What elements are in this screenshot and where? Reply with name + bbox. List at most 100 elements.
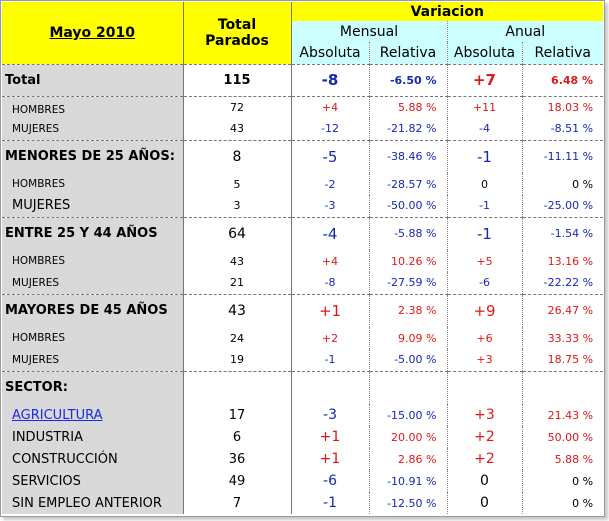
mensual-abs-cell: -8 — [290, 272, 369, 294]
table-row: AGRICULTURA 17 -3 -15.00 % +3 21.43 % — [2, 404, 604, 426]
mensual-rel-cell: -27.59 % — [368, 272, 447, 294]
total-cell: 43 — [182, 118, 291, 140]
row-label: HOMBRES — [2, 95, 183, 118]
anual-abs-cell: +3 — [446, 404, 522, 426]
anual-rel-cell: 0 % — [521, 173, 604, 195]
anual-rel-cell: 26.47 % — [521, 293, 604, 327]
mensual-rel-cell: -50.00 % — [368, 195, 447, 217]
total-cell: 115 — [182, 63, 291, 96]
total-cell: 3 — [182, 195, 291, 217]
anual-rel-cell: 18.75 % — [521, 349, 604, 371]
anual-abs-cell: 0 — [446, 173, 522, 195]
mensual-rel-cell: 2.38 % — [368, 293, 447, 327]
total-cell: 24 — [182, 327, 291, 349]
mensual-rel-cell: 9.09 % — [368, 327, 447, 349]
anual-abs-cell: +2 — [446, 448, 522, 470]
anual-rel-cell: 18.03 % — [521, 95, 604, 118]
table-row: CONSTRUCCIÓN 36 +1 2.86 % +2 5.88 % — [2, 448, 604, 470]
anual-rel-cell: 6.48 % — [521, 63, 604, 96]
anual-abs-cell: -4 — [446, 118, 522, 140]
table-row: SERVICIOS 49 -6 -10.91 % 0 0 % — [2, 470, 604, 492]
unemployment-table: Mayo 2010 Total Parados Variacion Mensua… — [2, 2, 604, 514]
total-header-line1: Total — [217, 16, 257, 33]
agricultura-link[interactable]: AGRICULTURA — [12, 407, 103, 423]
mensual-abs-cell: +1 — [290, 448, 369, 470]
anual-abs-cell: -1 — [446, 216, 522, 250]
mensual-rel-cell: 10.26 % — [368, 250, 447, 272]
mensual-rel-cell: -15.00 % — [368, 404, 447, 426]
anual-abs-cell: -1 — [446, 139, 522, 173]
mensual-rel-cell: -28.57 % — [368, 173, 447, 195]
mensual-rel-cell: -6.50 % — [368, 63, 447, 96]
mensual-header: Mensual — [290, 21, 447, 42]
anual-rel-cell: -25.00 % — [521, 195, 604, 217]
mensual-abs-cell — [290, 370, 369, 404]
anual-abs-cell: +9 — [446, 293, 522, 327]
anual-rel-cell: 21.43 % — [521, 404, 604, 426]
table-row: MAYORES DE 45 AÑOS 43 +1 2.38 % +9 26.47… — [2, 293, 604, 327]
anual-rel-cell: -11.11 % — [521, 139, 604, 173]
mensual-rel-cell: 2.86 % — [368, 448, 447, 470]
anual-abs-cell: -1 — [446, 195, 522, 217]
row-label: MUJERES — [2, 272, 183, 294]
table-row: SECTOR: — [2, 370, 604, 404]
row-label: MENORES DE 25 AÑOS: — [2, 139, 183, 173]
mensual-abs-cell: -4 — [290, 216, 369, 250]
total-cell: 7 — [182, 492, 291, 514]
total-cell: 5 — [182, 173, 291, 195]
mensual-rel-cell: -38.46 % — [368, 139, 447, 173]
mensual-rel-cell: 5.88 % — [368, 95, 447, 118]
mensual-abs-cell: -1 — [290, 349, 369, 371]
anual-rel-cell: 0 % — [521, 470, 604, 492]
table-row: MUJERES 43 -12 -21.82 % -4 -8.51 % — [2, 118, 604, 140]
anual-relativa-header: Relativa — [521, 42, 604, 64]
anual-rel-cell: 50.00 % — [521, 426, 604, 448]
anual-abs-cell: +2 — [446, 426, 522, 448]
anual-rel-cell: 0 % — [521, 492, 604, 514]
total-parados-header: Total Parados — [182, 2, 291, 64]
anual-rel-cell: -22.22 % — [521, 272, 604, 294]
mensual-rel-cell: -21.82 % — [368, 118, 447, 140]
mensual-abs-cell: -12 — [290, 118, 369, 140]
total-cell: 6 — [182, 426, 291, 448]
total-header-line2: Parados — [205, 32, 269, 49]
total-cell: 43 — [182, 293, 291, 327]
anual-rel-cell — [521, 370, 604, 404]
total-cell: 17 — [182, 404, 291, 426]
mensual-rel-cell: -5.88 % — [368, 216, 447, 250]
anual-header: Anual — [446, 21, 604, 42]
total-cell: 19 — [182, 349, 291, 371]
mensual-abs-cell: +4 — [290, 95, 369, 118]
row-label: MUJERES — [2, 118, 183, 140]
table-row: MUJERES 19 -1 -5.00 % +3 18.75 % — [2, 349, 604, 371]
anual-abs-cell: 0 — [446, 492, 522, 514]
row-label: MUJERES — [2, 195, 183, 217]
anual-abs-cell: -6 — [446, 272, 522, 294]
table-row: INDUSTRIA 6 +1 20.00 % +2 50.00 % — [2, 426, 604, 448]
anual-rel-cell: 13.16 % — [521, 250, 604, 272]
table-row: HOMBRES 43 +4 10.26 % +5 13.16 % — [2, 250, 604, 272]
row-label: MAYORES DE 45 AÑOS — [2, 293, 183, 327]
table-row: HOMBRES 72 +4 5.88 % +11 18.03 % — [2, 95, 604, 118]
mensual-abs-cell: -6 — [290, 470, 369, 492]
total-cell: 64 — [182, 216, 291, 250]
row-label: INDUSTRIA — [2, 426, 183, 448]
table-row: HOMBRES 24 +2 9.09 % +6 33.33 % — [2, 327, 604, 349]
total-cell: 72 — [182, 95, 291, 118]
row-label: HOMBRES — [2, 327, 183, 349]
total-cell: 8 — [182, 139, 291, 173]
anual-abs-cell: +11 — [446, 95, 522, 118]
row-label: CONSTRUCCIÓN — [2, 448, 183, 470]
table-row: MENORES DE 25 AÑOS: 8 -5 -38.46 % -1 -11… — [2, 139, 604, 173]
table-row: MUJERES 3 -3 -50.00 % -1 -25.00 % — [2, 195, 604, 217]
total-cell: 21 — [182, 272, 291, 294]
mensual-abs-cell: -3 — [290, 404, 369, 426]
table-row: Total 115 -8 -6.50 % +7 6.48 % — [2, 63, 604, 96]
mensual-abs-cell: -5 — [290, 139, 369, 173]
mensual-relativa-header: Relativa — [368, 42, 447, 64]
anual-absoluta-header: Absoluta — [446, 42, 522, 64]
mensual-rel-cell: -10.91 % — [368, 470, 447, 492]
table-row: ENTRE 25 Y 44 AÑOS 64 -4 -5.88 % -1 -1.5… — [2, 216, 604, 250]
anual-rel-cell: -8.51 % — [521, 118, 604, 140]
row-label: SIN EMPLEO ANTERIOR — [2, 492, 183, 514]
